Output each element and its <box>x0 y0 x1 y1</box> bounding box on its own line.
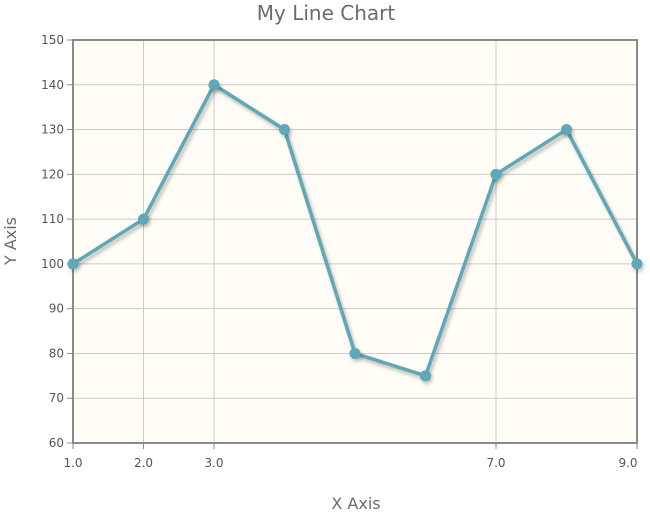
chart-title: My Line Chart <box>257 1 396 25</box>
data-point[interactable] <box>490 168 502 180</box>
x-tick-label: 2.0 <box>134 456 153 470</box>
y-tick-label: 120 <box>41 167 64 181</box>
data-point[interactable] <box>561 124 572 136</box>
data-point[interactable] <box>420 370 431 382</box>
x-tick-label: 9.0 <box>618 456 637 470</box>
plot-background <box>73 40 637 443</box>
y-tick-label: 70 <box>49 391 64 405</box>
y-tick-label: 90 <box>49 302 64 316</box>
series-group <box>67 79 645 385</box>
data-point[interactable] <box>279 124 290 136</box>
y-tick-label: 100 <box>41 257 64 271</box>
x-tick-label: 7.0 <box>486 456 505 470</box>
y-axis-ticks: 60 70 80 90 100 110 120 130 140 150 <box>41 33 73 450</box>
x-tick-label: 1.0 <box>63 456 82 470</box>
y-tick-label: 110 <box>41 212 64 226</box>
y-tick-label: 140 <box>41 78 64 92</box>
plot-frame <box>72 39 638 444</box>
x-tick-label: 3.0 <box>204 456 223 470</box>
data-point[interactable] <box>349 347 361 359</box>
x-axis-label: X Axis <box>331 494 380 512</box>
y-tick-label: 80 <box>49 346 64 360</box>
x-axis-ticks: 1.0 2.0 3.0 7.0 9.0 <box>63 443 638 470</box>
y-tick-label: 130 <box>41 123 64 137</box>
data-point[interactable] <box>631 258 643 270</box>
data-point[interactable] <box>67 258 79 270</box>
y-axis-label: Y Axis <box>1 217 20 266</box>
data-point[interactable] <box>138 213 149 225</box>
data-point[interactable] <box>208 79 220 91</box>
y-tick-label: 60 <box>49 436 64 450</box>
y-tick-label: 150 <box>41 33 64 47</box>
